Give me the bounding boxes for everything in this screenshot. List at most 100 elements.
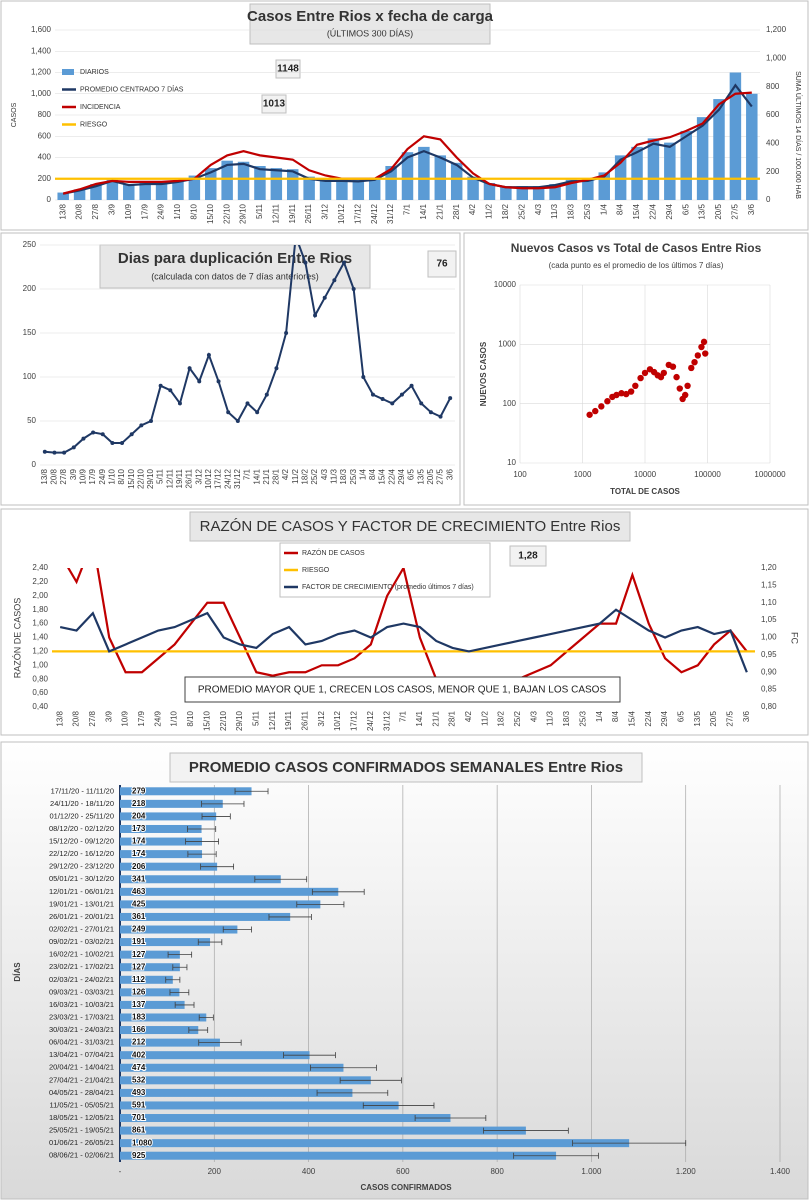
error-bar <box>172 964 188 971</box>
x-tick-label: 26/11 <box>185 468 194 488</box>
bar <box>467 176 479 200</box>
point <box>216 379 221 384</box>
point <box>660 369 668 377</box>
x-tick-label: 21/1 <box>435 203 444 219</box>
point <box>627 388 635 395</box>
bar <box>90 184 102 200</box>
bar <box>352 179 365 200</box>
bar <box>303 176 315 200</box>
y-tick-label: 0 <box>32 460 37 469</box>
x-tick-label: 11/3 <box>329 468 338 484</box>
y-tick-label: 22/12/20 - 16/12/20 <box>49 849 114 858</box>
bar <box>270 168 283 200</box>
error-bar <box>200 863 235 870</box>
x-tick-label: 3/12 <box>321 203 330 219</box>
x-tick-label: 13/8 <box>55 710 64 726</box>
x-tick-label: 28/1 <box>452 203 461 219</box>
y-tick-label: 27/04/21 - 21/04/21 <box>49 1075 114 1084</box>
legend-label: PROMEDIO CENTRADO 7 DÍAS <box>80 84 184 93</box>
bar <box>139 183 151 200</box>
y-tick-label: 150 <box>23 328 37 337</box>
chart-title: PROMEDIO CASOS CONFIRMADOS SEMANALES Ent… <box>189 759 623 776</box>
y-tick-label: 2,20 <box>32 577 48 586</box>
x-tick-label: 1000 <box>574 470 592 479</box>
y-tick-label: 29/12/20 - 23/12/20 <box>49 862 114 871</box>
bar <box>582 178 594 200</box>
x-tick-label: 27/8 <box>91 203 100 219</box>
y-tick-label: 0,40 <box>32 702 48 711</box>
x-tick-label: 15/10 <box>202 710 211 731</box>
y-tick-label: 200 <box>766 167 780 176</box>
x-tick-label: 25/2 <box>517 203 526 219</box>
bar <box>120 1076 371 1085</box>
note: PROMEDIO MAYOR QUE 1, CRECEN LOS CASOS, … <box>198 685 607 696</box>
x-tick-label: 26/11 <box>304 203 313 223</box>
error-bar <box>513 1152 599 1159</box>
bar <box>120 787 252 796</box>
bar <box>120 887 339 896</box>
y-tick-label: 1,80 <box>32 605 48 614</box>
data-label: 173 <box>132 824 146 833</box>
data-label: 701 <box>132 1113 146 1122</box>
data-label: 493 <box>132 1088 146 1097</box>
y-tick-label: 1,05 <box>761 615 777 624</box>
error-bar <box>201 813 231 820</box>
error-bar <box>283 1052 336 1059</box>
point <box>148 419 153 423</box>
data-label: 361 <box>132 912 146 921</box>
x-tick-label: 15/4 <box>378 468 387 484</box>
bar <box>120 837 203 846</box>
y-tick-label: 2,40 <box>32 563 48 572</box>
data-label: 249 <box>132 925 146 934</box>
point <box>91 430 96 435</box>
x-tick-label: 14/1 <box>252 468 261 484</box>
bar <box>713 99 725 200</box>
bar <box>483 183 496 200</box>
data-label: 127 <box>132 950 146 959</box>
line <box>62 91 752 195</box>
error-bar <box>339 1077 402 1084</box>
point <box>702 350 709 357</box>
point <box>284 331 289 335</box>
x-tick-label: 8/4 <box>611 710 620 722</box>
bar <box>565 179 578 200</box>
error-bar <box>167 951 193 958</box>
x-tick-label: 31/12 <box>382 710 391 731</box>
x-tick-label: 22/10 <box>136 468 145 489</box>
error-bar <box>188 1027 209 1034</box>
x-tick-label: 15/4 <box>627 710 636 726</box>
bar <box>120 799 223 808</box>
y-tick-label: 250 <box>23 240 37 249</box>
x-tick-label: 10/9 <box>121 710 130 726</box>
point <box>641 369 649 377</box>
y-tick-label: 23/02/21 - 17/02/21 <box>49 962 114 971</box>
x-tick-label: 5/11 <box>251 710 260 726</box>
x-tick-label: 17/9 <box>140 203 149 219</box>
y-tick-label: 25/05/21 - 19/05/21 <box>49 1126 114 1135</box>
point <box>598 403 605 410</box>
x-tick-label: 21/1 <box>262 468 271 484</box>
point <box>332 278 337 283</box>
x-tick-label: 18/2 <box>301 468 310 484</box>
y-tick-label: 12/01/21 - 06/01/21 <box>49 887 114 896</box>
bar <box>120 1088 353 1097</box>
bar <box>73 189 86 200</box>
bar <box>120 1126 526 1135</box>
y-tick-label: 1000 <box>498 339 516 348</box>
y-tick-label: 04/05/21 - 28/04/21 <box>49 1088 114 1097</box>
x-tick-label: - <box>119 1167 122 1176</box>
x-tick-label: 3/9 <box>104 710 113 722</box>
y-tick-label: 19/01/21 - 13/01/21 <box>49 899 114 908</box>
point <box>168 388 173 393</box>
error-bar <box>197 939 223 946</box>
y-tick-label: 600 <box>766 110 780 119</box>
point <box>698 343 705 351</box>
data-label: 341 <box>132 874 146 883</box>
x-tick-label: 17/9 <box>88 468 97 484</box>
bar <box>532 186 545 200</box>
y-tick-label: 1,600 <box>31 25 52 34</box>
point <box>351 287 356 291</box>
y-tick-label: 100 <box>23 372 37 381</box>
y-tick-label: 1,200 <box>766 25 787 34</box>
error-bar <box>222 926 252 933</box>
